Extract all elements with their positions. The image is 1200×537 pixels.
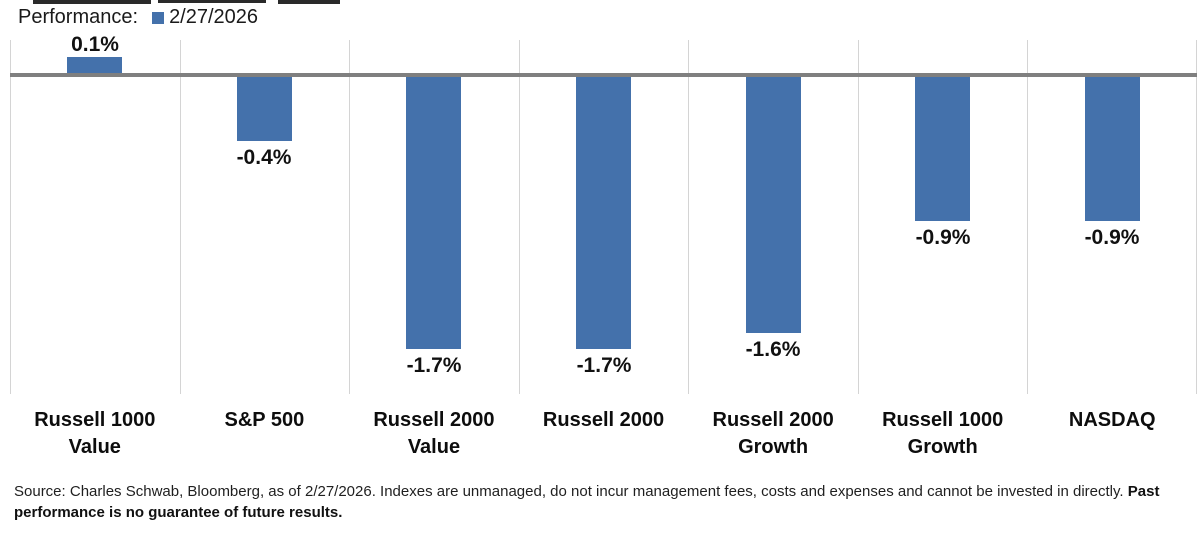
chart-header: Performance: 2/27/2026	[18, 6, 258, 29]
category-label-nasdaq: NASDAQ	[1068, 409, 1156, 431]
value-label: -1.7%	[406, 354, 462, 377]
vertical-gridline	[1027, 40, 1028, 394]
category-label-s-p-500: S&P 500	[224, 409, 305, 431]
disclaimer-bold-line1: Past	[1127, 483, 1160, 500]
value-label: -0.4%	[236, 146, 292, 169]
vertical-gridline	[10, 40, 11, 394]
bar-nasdaq	[1085, 77, 1140, 221]
zero-axis-line	[10, 73, 1197, 77]
category-label-russell-2000: Russell 2000	[542, 409, 665, 431]
value-label: -0.9%	[1084, 226, 1140, 249]
bar-chart-plot-area: 0.1% -0.4% -1.7% -1.7% -1.6% -0.9% -0.9%	[10, 33, 1197, 394]
category-label-russell-1000-value: Russell 1000 Value	[34, 409, 156, 458]
cropped-text-fragment	[158, 0, 266, 3]
cropped-text-fragment	[33, 0, 151, 4]
value-label: -0.9%	[915, 226, 971, 249]
vertical-gridline	[1196, 40, 1197, 394]
bar-russell-1000-value	[67, 57, 122, 73]
bar-russell-2000-growth	[746, 77, 801, 333]
bar-russell-2000	[576, 77, 631, 349]
value-label: 0.1%	[71, 33, 119, 56]
disclaimer-bold-line2: performance is no guarantee of future re…	[14, 504, 343, 521]
category-label-russell-2000-value: Russell 2000 Value	[373, 409, 495, 458]
category-axis: Russell 1000 Value S&P 500 Russell 2000 Valu…	[10, 407, 1197, 461]
vertical-gridline	[858, 40, 859, 394]
chart-title: Performance:	[18, 6, 139, 28]
vertical-gridline	[519, 40, 520, 394]
legend: 2/27/2026	[152, 6, 258, 29]
category-label-russell-1000-growth: Russell 1000 Growth	[882, 409, 1004, 458]
vertical-gridline	[349, 40, 350, 394]
category-label-russell-2000-growth: Russell 2000 Growth	[712, 409, 834, 458]
vertical-gridline	[688, 40, 689, 394]
cropped-text-fragment	[278, 0, 340, 4]
source-text: Source: Charles Schwab, Bloomberg, as of…	[14, 483, 1128, 500]
legend-swatch-icon	[152, 11, 165, 24]
vertical-gridline	[180, 40, 181, 394]
bar-russell-2000-value	[406, 77, 461, 349]
bar-s-p-500	[237, 77, 292, 141]
bar-russell-1000-growth	[915, 77, 970, 221]
source-disclaimer: Source: Charles Schwab, Bloomberg, as of…	[14, 481, 1192, 523]
value-label: -1.6%	[745, 338, 801, 361]
legend-label: 2/27/2026	[169, 6, 259, 28]
value-label: -1.7%	[576, 354, 632, 377]
